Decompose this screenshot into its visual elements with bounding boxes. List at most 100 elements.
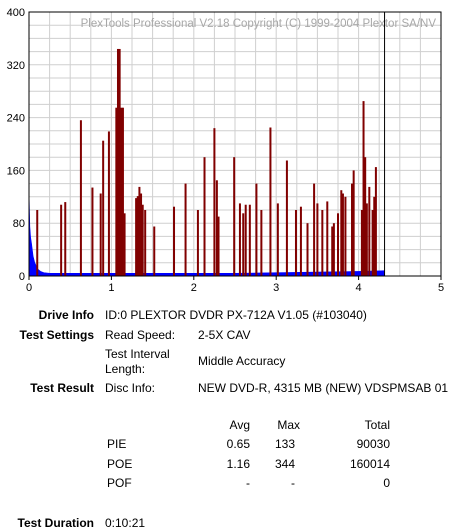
series-poe-bar bbox=[136, 196, 139, 276]
series-poe-bar bbox=[374, 167, 377, 276]
series-poe-bar bbox=[248, 204, 251, 276]
series-poe-bar bbox=[121, 107, 124, 276]
results-header-total: Total bbox=[364, 418, 390, 432]
series-poe-bar bbox=[242, 213, 245, 276]
x-tick-label: 5 bbox=[438, 282, 444, 294]
series-poe-bar bbox=[141, 204, 144, 276]
x-tick-label: 0 bbox=[26, 282, 32, 294]
series-poe-bar bbox=[217, 216, 220, 276]
series-poe-bar bbox=[140, 193, 143, 276]
read-speed-label: Read Speed: bbox=[105, 328, 176, 342]
series-poe-bar bbox=[337, 213, 339, 276]
x-tick-label: 4 bbox=[356, 282, 362, 294]
series-poe-bar bbox=[331, 226, 334, 276]
y-tick-label: 400 bbox=[7, 7, 25, 19]
row-total: 90030 bbox=[356, 437, 390, 451]
series-poe-bar bbox=[135, 198, 138, 276]
series-poe-bar bbox=[138, 186, 141, 276]
series-poe-bar bbox=[260, 210, 263, 276]
series-poe-bar bbox=[123, 213, 126, 276]
series-poe-bar bbox=[285, 160, 288, 276]
series-poe-bar bbox=[120, 107, 123, 276]
row-total: 160014 bbox=[349, 457, 390, 471]
series-poe-bar bbox=[368, 186, 371, 276]
row-avg: 1.16 bbox=[226, 457, 250, 471]
series-poe-bar bbox=[153, 226, 156, 276]
error-rate-chart: PlexTools Professional V2.18 Copyright (… bbox=[7, 7, 444, 294]
series-poe-bar bbox=[99, 193, 102, 276]
series-poe-bar bbox=[371, 210, 374, 276]
test-interval-label-line2: Length: bbox=[105, 362, 146, 376]
y-tick-label: 240 bbox=[7, 113, 25, 125]
series-poe-bar bbox=[373, 196, 376, 276]
series-poe-bar bbox=[107, 131, 110, 276]
series-poe-bar bbox=[184, 183, 187, 276]
series-poe-bar bbox=[60, 204, 63, 276]
series-poe-bar bbox=[213, 128, 216, 276]
drive-info-value: ID:0 PLEXTOR DVDR PX-712A V1.05 (#103040… bbox=[105, 308, 367, 322]
series-poe-bar bbox=[362, 101, 365, 276]
series-poe-bar bbox=[340, 190, 343, 276]
row-avg: 0.65 bbox=[226, 437, 250, 451]
row-name: POF bbox=[107, 476, 132, 490]
x-tick-label: 2 bbox=[191, 282, 197, 294]
y-tick-label: 0 bbox=[19, 271, 25, 283]
series-poe-bar bbox=[196, 210, 199, 276]
series-poe-bar bbox=[352, 170, 355, 276]
series-poe-bar bbox=[173, 206, 176, 276]
series-poe-bar bbox=[351, 183, 354, 276]
y-tick-label: 160 bbox=[7, 165, 25, 177]
series-poe-bar bbox=[269, 127, 272, 276]
y-tick-label: 80 bbox=[13, 218, 25, 230]
series-poe-bar bbox=[316, 203, 319, 276]
disc-info-value: NEW DVD-R, 4315 MB (NEW) VDSPMSAB 01 bbox=[198, 381, 449, 395]
row-max: 133 bbox=[274, 437, 295, 451]
series-layer bbox=[28, 48, 385, 277]
series-poe-bar bbox=[203, 157, 206, 276]
series-poe-bar bbox=[144, 210, 147, 276]
series-poe-bar bbox=[215, 180, 218, 276]
test-settings-label: Test Settings bbox=[19, 328, 94, 342]
series-poe-bar bbox=[91, 187, 94, 276]
results-header-avg: Avg bbox=[229, 418, 250, 432]
series-poe-bar bbox=[341, 193, 344, 276]
row-name: POE bbox=[107, 457, 133, 471]
plot-frame bbox=[28, 11, 442, 277]
series-poe-bar bbox=[364, 157, 367, 276]
axis-ticks: 0 80 160 240 320 400 0 1 2 3 4 5 bbox=[7, 7, 444, 294]
series-poe-bar bbox=[255, 183, 258, 276]
test-result-label: Test Result bbox=[30, 381, 94, 395]
series-poe-bar bbox=[344, 196, 347, 276]
drive-info-label: Drive Info bbox=[38, 308, 94, 322]
test-duration-label: Test Duration bbox=[17, 516, 94, 530]
row-name: PIE bbox=[107, 437, 127, 451]
x-tick-label: 3 bbox=[273, 282, 279, 294]
series-poe-bar bbox=[332, 223, 335, 276]
series-poe-bar bbox=[36, 210, 39, 276]
series-poe-bar bbox=[326, 201, 329, 276]
series-poe-bar bbox=[79, 120, 82, 277]
series-poe-bar bbox=[64, 202, 67, 276]
results-header-max: Max bbox=[277, 418, 300, 432]
series-poe-bar bbox=[238, 203, 241, 276]
row-avg: - bbox=[246, 476, 250, 490]
row-max: 344 bbox=[274, 457, 295, 471]
series-poe-bar bbox=[321, 210, 324, 276]
chart-title: PlexTools Professional V2.18 Copyright (… bbox=[81, 18, 437, 30]
y-tick-label: 320 bbox=[7, 60, 25, 72]
series-poe-bar bbox=[115, 107, 118, 276]
series-poe-bar bbox=[306, 223, 309, 276]
series-poe-bar bbox=[313, 183, 316, 276]
row-total: 0 bbox=[383, 476, 390, 490]
series-poe-bar bbox=[299, 206, 302, 276]
series-poe-bar bbox=[360, 210, 363, 276]
series-poe-bar bbox=[118, 48, 121, 277]
series-poe-bar bbox=[116, 48, 119, 277]
test-duration-value: 0:10:21 bbox=[105, 516, 146, 530]
series-poe-bar bbox=[244, 204, 247, 276]
series-poe-bar bbox=[294, 210, 297, 276]
test-interval-label-line1: Test Interval bbox=[105, 347, 170, 361]
read-speed-value: 2-5X CAV bbox=[198, 328, 251, 342]
row-max: - bbox=[291, 476, 295, 490]
series-poe-bar bbox=[233, 157, 236, 276]
